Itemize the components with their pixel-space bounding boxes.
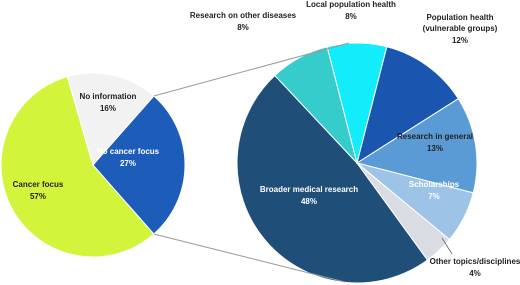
slice-value-label: 12% (452, 36, 468, 45)
slice-label: Other topics/disciplines (430, 257, 520, 266)
pie-slice (92, 95, 186, 235)
slice-value-label: 27% (120, 159, 136, 168)
label-line: Research in general (397, 132, 473, 141)
slice-label: No cancer focus (97, 147, 160, 156)
slice-label: Cancer focus (13, 180, 64, 189)
slice-value-label: 8% (345, 12, 357, 21)
slice-value-label: 16% (100, 104, 116, 113)
slice-value-label: 57% (30, 192, 46, 201)
pie-slice (66, 72, 155, 167)
label-line: Population health (426, 13, 493, 22)
slice-value-label: 13% (427, 144, 443, 153)
slice-value-label: 48% (301, 197, 317, 206)
slice-label: Population health (vulnerable groups) (423, 13, 498, 33)
slice-label: Research in general (397, 132, 473, 141)
label-line: (vulnerable groups) (423, 24, 498, 33)
slice-value-label: 8% (237, 23, 249, 32)
slice-value-label: 4% (469, 269, 481, 278)
leader-line (441, 237, 453, 255)
slice-value-label: 7% (428, 192, 440, 201)
pie-slice (356, 46, 460, 165)
slice-label: Research on other diseases (190, 11, 297, 20)
label-line: No cancer focus (97, 147, 160, 156)
connector-line (153, 42, 350, 97)
pie-slice (356, 162, 451, 261)
connector-line (153, 233, 346, 283)
label-line: Scholarships (409, 180, 460, 189)
slice-label: Broader medical research (260, 185, 358, 194)
slice-label: Local population health (306, 0, 396, 9)
label-line: Local population health (306, 0, 396, 9)
label-line: Broader medical research (260, 185, 358, 194)
label-line: No information (80, 92, 137, 101)
label-line: Other topics/disciplines (430, 257, 520, 266)
slice-label: No information (80, 92, 137, 101)
label-line: Cancer focus (13, 180, 64, 189)
label-line: Research on other diseases (190, 11, 297, 20)
slice-label: Scholarships (409, 180, 460, 189)
pie-slice (236, 74, 429, 284)
pie-slice (0, 76, 155, 258)
pie-slice (355, 98, 478, 194)
